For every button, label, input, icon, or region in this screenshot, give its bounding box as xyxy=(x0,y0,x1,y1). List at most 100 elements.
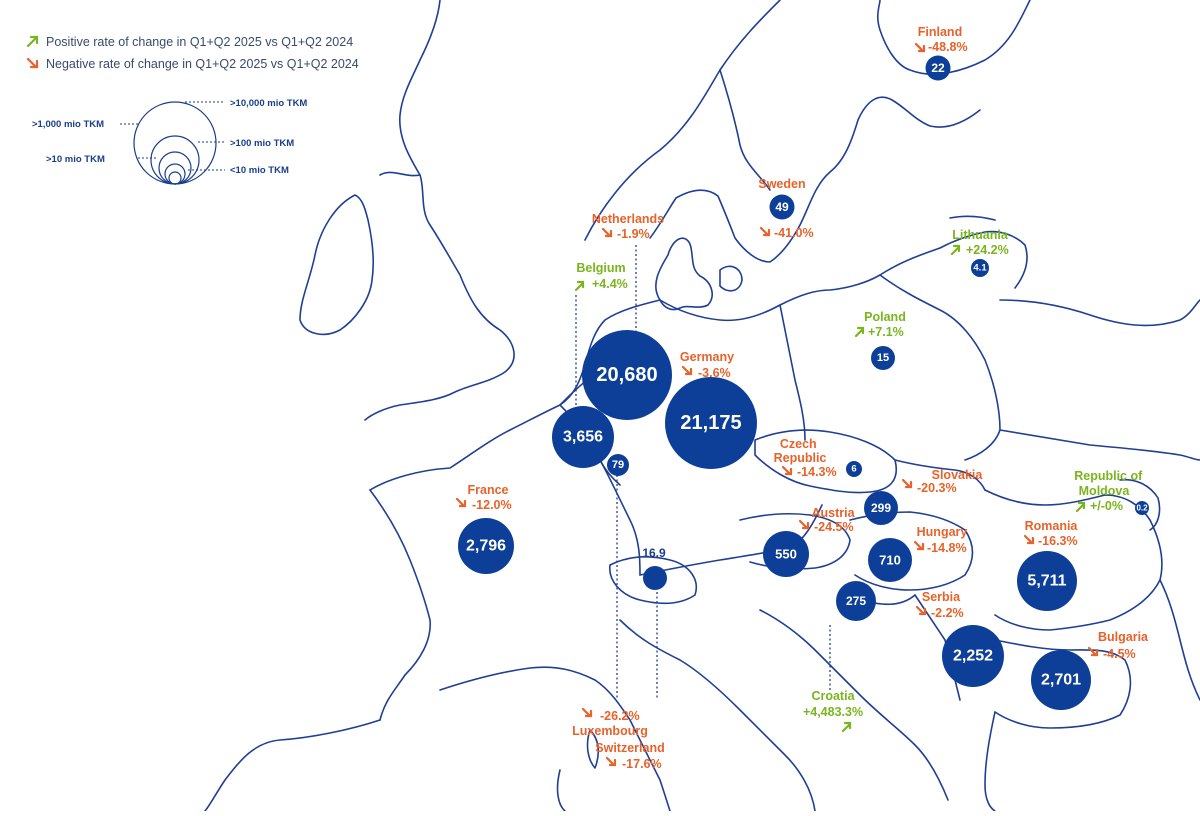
volume-bubble xyxy=(665,377,757,469)
poland-east-border xyxy=(879,274,1001,461)
marker-moldova[interactable]: Republic of Moldova +/-0% 0.2 xyxy=(1074,469,1149,515)
marker-sweden[interactable]: Sweden 49 -41.0% xyxy=(758,177,813,240)
switzerland-border xyxy=(609,555,697,605)
country-name: Romania xyxy=(1025,519,1079,533)
marker-france[interactable]: France -12.0% 2,796 xyxy=(455,483,514,574)
country-name: Croatia xyxy=(811,689,855,703)
marker-lithuania[interactable]: Lithuania +24.2% 4.1 xyxy=(950,228,1009,277)
arrow-down-right-icon xyxy=(914,42,926,53)
volume-bubble xyxy=(925,55,951,81)
country-name: Serbia xyxy=(922,590,961,604)
arrow-up-right-icon xyxy=(26,35,39,48)
rate-of-change: +7.1% xyxy=(868,325,904,339)
arrow-up-right-icon xyxy=(841,721,852,733)
volume-value: 3,656 xyxy=(563,429,603,446)
marker-switzerland[interactable]: 16.9 Switzerland -17.6% xyxy=(595,546,667,771)
arrow-down-right-icon xyxy=(915,605,927,616)
moldova-border xyxy=(1119,478,1161,531)
volume-value: 0.2 xyxy=(1136,504,1148,513)
rate-of-change: -41.0% xyxy=(774,226,814,240)
volume-bubble xyxy=(864,491,898,525)
volume-bubble xyxy=(1135,501,1149,515)
arrow-down-right-icon xyxy=(601,227,613,238)
iberia-coast xyxy=(204,719,381,812)
country-name: France xyxy=(468,483,509,497)
volume-bubble xyxy=(971,259,989,277)
volume-value: 710 xyxy=(879,553,901,568)
volume-bubble xyxy=(552,406,614,468)
scale-label-100: >100 mio TKM xyxy=(230,138,294,149)
legend-positive-row: Positive rate of change in Q1+Q2 2025 vs… xyxy=(26,35,353,49)
marker-croatia[interactable]: 275 Croatia +4,483.3% xyxy=(803,581,876,733)
marker-finland[interactable]: Finland -48.8% 22 xyxy=(914,25,968,81)
rate-of-change: -14.8% xyxy=(927,541,967,555)
marker-poland[interactable]: Poland +7.1% 15 xyxy=(854,310,906,370)
arrow-down-right-icon xyxy=(681,365,693,376)
rate-of-change: -24.5% xyxy=(814,520,854,534)
czech-border xyxy=(754,429,897,494)
volume-bubble xyxy=(769,194,795,220)
volume-bubble xyxy=(643,566,667,590)
legend-negative-row: Negative rate of change in Q1+Q2 2025 vs… xyxy=(26,57,359,71)
arrow-down-right-icon xyxy=(759,226,771,237)
rate-of-change: +4.4% xyxy=(592,277,628,291)
marker-luxembourg[interactable]: 79 -26.2% Luxembourg xyxy=(572,454,648,738)
marker-serbia[interactable]: Serbia -2.2% 2,252 xyxy=(915,590,1004,687)
volume-value: 2,796 xyxy=(466,538,506,555)
italy xyxy=(619,619,816,812)
marker-czech-republic[interactable]: Czech Republic -14.3% 6 xyxy=(774,437,862,479)
ukraine-border xyxy=(999,429,1200,461)
great-britain xyxy=(364,0,515,421)
sweden-border xyxy=(719,69,771,191)
zealand xyxy=(719,265,743,292)
marker-bulgaria[interactable]: Bulgaria -4.5% 2,701 xyxy=(1031,630,1149,710)
volume-bubble xyxy=(1031,650,1091,710)
rate-of-change: -4.5% xyxy=(1103,647,1136,661)
belarus-border xyxy=(999,299,1200,327)
volume-bubble xyxy=(868,538,912,582)
arrow-up-right-icon xyxy=(950,244,961,256)
corsica xyxy=(586,729,600,769)
denmark-coast xyxy=(655,237,713,311)
norway-sweden-coast xyxy=(649,96,981,263)
arrow-down-right-icon xyxy=(26,57,39,69)
arrow-down-right-icon xyxy=(781,465,793,476)
continent-coast xyxy=(369,247,941,491)
volume-value: 6 xyxy=(851,464,856,475)
volume-bubble xyxy=(871,346,895,370)
arrow-down-right-icon xyxy=(455,497,467,508)
black-sea-coast xyxy=(1159,579,1200,701)
rate-of-change: -2.2% xyxy=(931,606,964,620)
arrow-down-right-icon xyxy=(1023,534,1035,545)
marker-slovakia[interactable]: Slovakia -20.3% 299 xyxy=(864,468,983,525)
rate-of-change: -3.6% xyxy=(698,366,731,380)
volume-bubble xyxy=(458,518,514,574)
marker-romania[interactable]: Romania -16.3% 5,711 xyxy=(1017,519,1078,611)
serbia-border xyxy=(914,594,961,701)
rate-of-change: -14.3% xyxy=(797,465,837,479)
rate-of-change: +/-0% xyxy=(1090,499,1123,513)
marker-belgium[interactable]: Belgium +4.4% 3,656 xyxy=(552,261,628,468)
scale-label-10: >10 mio TKM xyxy=(46,154,105,165)
country-name-line1: Czech xyxy=(780,437,817,451)
arrow-down-right-icon xyxy=(798,519,810,530)
volume-bubble xyxy=(846,461,862,477)
marker-germany[interactable]: Germany -3.6% 21,175 xyxy=(665,350,757,469)
romania-border xyxy=(984,489,1163,631)
marker-netherlands[interactable]: Netherlands -1.9% 20,680 xyxy=(582,212,672,420)
country-name-line1: Republic of xyxy=(1074,469,1143,483)
volume-value: 2,701 xyxy=(1041,672,1081,689)
country-name-line2: Moldova xyxy=(1079,484,1131,498)
arrow-down-right-icon xyxy=(581,707,593,718)
marker-austria[interactable]: Austria -24.5% 550 xyxy=(763,506,856,577)
mediterranean-coast xyxy=(439,666,671,812)
marker-hungary[interactable]: Hungary -14.8% 710 xyxy=(868,525,967,582)
country-name: Hungary xyxy=(917,525,968,539)
rate-of-change: -17.6% xyxy=(622,757,662,771)
germany-poland-border xyxy=(779,304,806,441)
slovakia-border xyxy=(894,459,986,491)
country-name: Belgium xyxy=(576,261,625,275)
arrow-down-right-icon xyxy=(1087,646,1099,657)
